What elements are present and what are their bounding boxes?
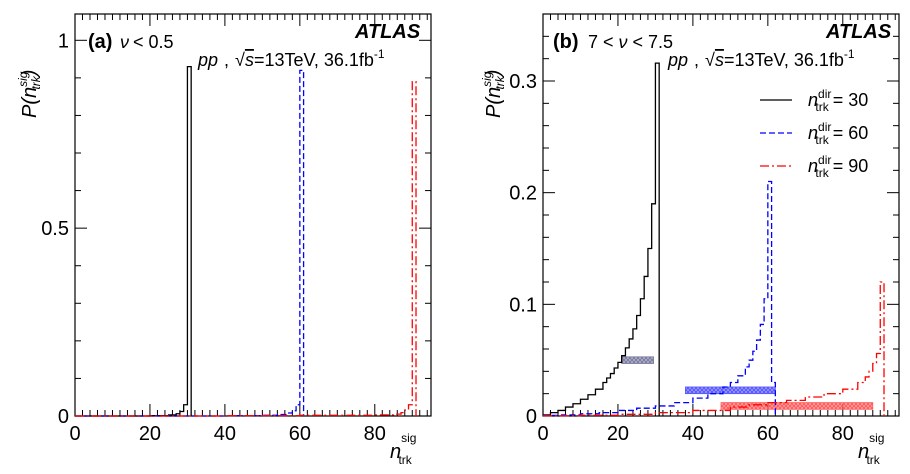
y-tick-label: 1: [58, 30, 69, 52]
y-axis-label-b: P(nsigtrk): [480, 70, 507, 118]
series-line: [543, 180, 776, 417]
mean-band: [621, 356, 654, 364]
x-tick-label: 60: [757, 423, 779, 445]
y-tick-label: 0: [526, 406, 537, 428]
mean-band: [720, 402, 874, 410]
series-line: [75, 80, 417, 417]
panel-label-b: (b): [553, 31, 579, 53]
collision-label-b: pp, √s=13TeV, 36.1fb-1: [667, 47, 855, 70]
x-tick-label: 0: [537, 423, 548, 445]
series-group-a: [75, 65, 417, 417]
plot-frame-a: [74, 13, 432, 417]
x-tick-label: 40: [682, 423, 704, 445]
y-tick-label: 0.1: [509, 294, 537, 316]
y-tick-label: 0.2: [509, 183, 537, 205]
mean-bands-b: [621, 356, 874, 410]
panel-b: 0 20 40 60 80 0 0.1 0.2 0.3 P(nsigtrk) nsig trk (…: [480, 13, 900, 467]
x-tick-label: 20: [139, 423, 161, 445]
collision-label-a: pp, √s=13TeV, 36.1fb-1: [197, 47, 385, 70]
legend-entry: ndir trk = 30: [808, 87, 868, 114]
legend-entry: ndir trk = 90: [808, 153, 868, 180]
legend-b: ndir trk = 30 ndir trk = 60 ndir trk = 90: [760, 87, 868, 180]
tick-labels-b: 0 20 40 60 80 0 0.1 0.2 0.3: [509, 71, 854, 445]
y-axis-label-a: P(nsigtrk): [16, 70, 43, 118]
x-tick-label: 20: [607, 423, 629, 445]
condition-label-a: ν < 0.5: [120, 32, 174, 52]
panel-a: 0 20 40 60 80 0 0.5 1 P(nsigtrk) nsig trk (a) ν <…: [16, 13, 432, 467]
tick-labels-a: 0 20 40 60 80 0 0.5 1: [41, 30, 386, 445]
series-group-b: [543, 62, 885, 417]
series-line: [75, 69, 305, 417]
x-tick-label: 60: [289, 423, 311, 445]
experiment-label-a: ATLAS: [354, 21, 421, 43]
x-axis-label-a: nsig trk: [390, 431, 416, 467]
experiment-label-b: ATLAS: [825, 21, 892, 43]
series-line: [543, 62, 660, 416]
x-tick-label: 0: [69, 423, 80, 445]
legend-entry: ndir trk = 60: [808, 120, 868, 147]
plot-frame-b: [542, 13, 900, 417]
series-line: [75, 65, 192, 417]
x-tick-label: 80: [832, 423, 854, 445]
y-tick-label: 0: [58, 406, 69, 428]
y-tick-label: 0.3: [509, 71, 537, 93]
y-tick-label: 0.5: [41, 218, 69, 240]
panel-label-a: (a): [88, 31, 112, 53]
ticks-a: [74, 14, 431, 417]
x-tick-label: 40: [214, 423, 236, 445]
mean-band: [685, 386, 776, 395]
x-axis-label-b: nsig trk: [858, 431, 884, 467]
series-line: [543, 281, 885, 417]
x-tick-label: 80: [364, 423, 386, 445]
ticks-b: [542, 13, 899, 417]
condition-label-b: 7 < ν < 7.5: [588, 32, 673, 52]
